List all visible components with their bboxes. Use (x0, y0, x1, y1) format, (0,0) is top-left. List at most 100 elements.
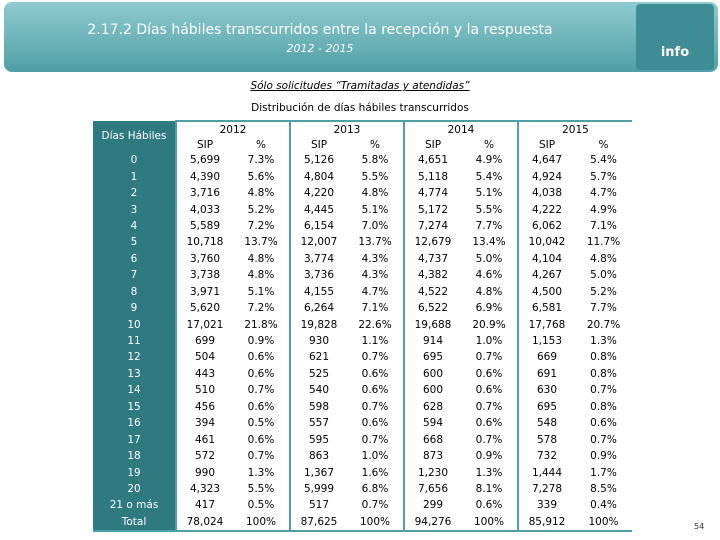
cell: 1,444 (517, 464, 575, 481)
cell: 5.1% (247, 285, 275, 298)
cell: 5,620 (175, 299, 233, 317)
table-row: 7 3,738 4.8% 3,736 4.3% 4,382 4.6% 4,267 5.0% (93, 267, 632, 284)
cell: 13.7% (358, 236, 392, 249)
cell: 4.8% (247, 187, 275, 200)
cell: 4.3% (361, 269, 389, 282)
cell: 0.7% (590, 433, 617, 446)
cell: 5.5% (361, 170, 389, 183)
cell: 930 (289, 332, 347, 350)
cell: 7.7% (475, 219, 503, 232)
cell: 548 (517, 415, 575, 432)
cell: 4,924 (517, 168, 575, 185)
cell: 4,267 (517, 267, 575, 284)
cell: 525 (289, 365, 347, 383)
table-row: 9 5,620 7.2% 6,264 7.1% 6,522 6.9% 6,581 7.7% (93, 299, 632, 317)
cell: 0.6% (475, 384, 503, 397)
cell: 0.6% (247, 351, 275, 364)
cell: 598 (289, 398, 347, 415)
table-row: 12 504 0.6% 621 0.7% 695 0.7% 669 0.8% (93, 349, 632, 366)
cell: 17,021 (175, 316, 233, 333)
cell: 87,625 (289, 513, 347, 533)
caption: Distribución de días hábiles transcurrid… (251, 102, 469, 114)
cell: 4.8% (247, 252, 275, 265)
table-row: Total 78,024 100% 87,625 100% 94,276 100% 85,91… (93, 513, 632, 533)
cell: 5.5% (475, 203, 503, 216)
cell: 12,007 (289, 234, 347, 251)
cell: 540 (289, 382, 347, 399)
cell: 7,274 (403, 217, 461, 235)
row-label: 19 (93, 464, 176, 481)
cell: 7.0% (361, 219, 389, 232)
cell: 5,118 (403, 168, 461, 185)
note: Sólo solicitudes “Tramitadas y atendidas… (250, 80, 470, 92)
cell: 4,222 (517, 201, 575, 218)
logo: info (636, 4, 714, 70)
cell: 5.4% (590, 154, 617, 167)
cell: 339 (517, 497, 575, 514)
row-label: 9 (93, 299, 176, 317)
cell: 4,500 (517, 283, 575, 300)
cell: 20.9% (472, 318, 506, 331)
cell: 621 (289, 349, 347, 366)
row-label: 18 (93, 447, 176, 465)
cell: 10,718 (175, 234, 233, 251)
cell: 600 (403, 365, 461, 383)
cell: 578 (517, 431, 575, 448)
cell: 4,737 (403, 250, 461, 268)
cell: 13.7% (244, 236, 278, 249)
cell: 11.7% (586, 236, 621, 249)
row-label: 6 (93, 250, 176, 268)
cell: 628 (403, 398, 461, 415)
table-row: 16 394 0.5% 557 0.6% 594 0.6% 548 0.6% (93, 415, 632, 432)
cell: 0.9% (475, 450, 503, 463)
cell: 394 (175, 415, 233, 432)
subheader: % (370, 138, 380, 151)
cell: 699 (175, 332, 233, 350)
year-header: 2013 (289, 120, 404, 137)
cell: 914 (403, 332, 461, 350)
cell: 0.6% (361, 417, 389, 430)
cell: 5.0% (475, 252, 503, 265)
cell: 517 (289, 497, 347, 514)
header-row: Días Hábiles 2012 2013 2014 2015 (93, 120, 632, 152)
subheader: SIP (403, 137, 461, 152)
cell: 1.0% (475, 335, 503, 348)
banner (4, 2, 718, 72)
cell: 0.9% (247, 335, 275, 348)
cell: 13.4% (472, 236, 506, 249)
cell: 873 (403, 447, 461, 465)
cell: 572 (175, 447, 233, 465)
cell: 0.6% (475, 499, 503, 512)
cell: 0.6% (475, 417, 503, 430)
cell: 1,367 (289, 464, 347, 481)
cell: 4,651 (403, 152, 461, 169)
cell: 4.3% (361, 252, 389, 265)
cell: 1.0% (361, 450, 389, 463)
cell: 1.6% (361, 466, 389, 479)
cell: 4,033 (175, 201, 233, 218)
cell: 5,999 (289, 480, 347, 498)
cell: 4.8% (247, 269, 275, 282)
row-label: 8 (93, 283, 176, 300)
cell: 5.7% (590, 170, 617, 183)
table-row: 11 699 0.9% 930 1.1% 914 1.0% 1,153 1.3% (93, 332, 632, 350)
cell: 5.0% (590, 269, 617, 282)
subtitle: 2012 - 2015 (286, 42, 354, 55)
cell: 4,647 (517, 152, 575, 169)
cell: 4.7% (361, 285, 389, 298)
row-label: 15 (93, 398, 176, 415)
cell: 0.6% (247, 433, 275, 446)
cell: 417 (175, 497, 233, 514)
year-header: 2012 (175, 120, 290, 137)
cell: 5.6% (247, 170, 275, 183)
row-label: 13 (93, 365, 176, 383)
year-header: 2014 (403, 120, 518, 137)
cell: 5.5% (247, 482, 275, 495)
cell: 0.8% (590, 351, 617, 364)
table-row: 21 o más 417 0.5% 517 0.7% 299 0.6% 339 0.4% (93, 497, 632, 514)
cell: 7.2% (247, 302, 275, 315)
table-row: 0 5,699 7.3% 5,126 5.8% 4,651 4.9% 4,647 5.4% (93, 152, 632, 169)
cell: 6,154 (289, 217, 347, 235)
page-number: 54 (694, 522, 705, 531)
cell: 1.3% (247, 466, 275, 479)
